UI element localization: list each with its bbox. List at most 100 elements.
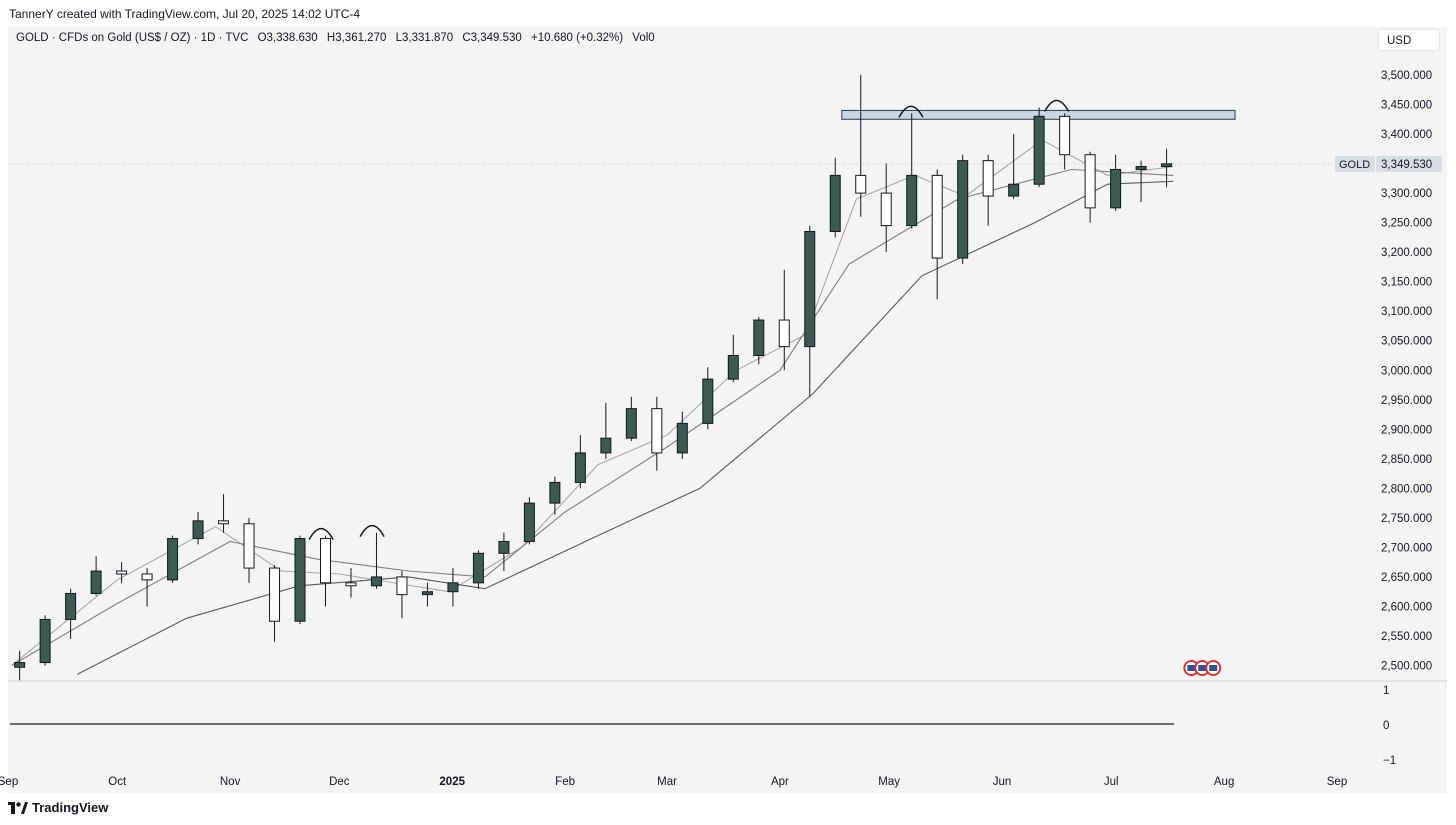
candle-body — [14, 662, 26, 668]
legend-high: H3,361.270 — [326, 32, 387, 44]
peak-arc-marker[interactable] — [1043, 99, 1070, 112]
candle-body — [651, 408, 663, 454]
legend-low: L3,331.870 — [395, 32, 454, 44]
candle-body — [141, 573, 153, 581]
tradingview-logo-icon — [8, 801, 28, 814]
candle-body — [447, 582, 459, 593]
moving-average-mid — [11, 168, 1174, 666]
price-tick-label: 3,500.000 — [1381, 70, 1432, 82]
candle-body — [1084, 154, 1096, 209]
candle-body — [600, 437, 612, 454]
candle-body — [116, 570, 128, 575]
candle-body — [957, 160, 969, 259]
candle-body — [498, 540, 510, 554]
candle-body — [1110, 168, 1122, 209]
flag-canton — [1198, 665, 1207, 671]
time-tick-label: May — [878, 776, 900, 788]
legend-close: C3,349.530 — [462, 32, 522, 44]
candle-body — [243, 523, 255, 569]
time-tick-label: Jul — [1104, 776, 1119, 788]
candle-body — [676, 422, 688, 454]
tradingview-logo[interactable]: TradingView — [8, 800, 108, 815]
candle-body — [167, 538, 179, 581]
legend-change: +10.680 (+0.32%) — [531, 32, 624, 44]
candle-body — [472, 552, 484, 584]
legend-volume: Vol0 — [632, 32, 655, 44]
flag-canton — [1209, 665, 1218, 671]
creator-line: TannerY created with TradingView.com, Ju… — [9, 7, 361, 21]
time-tick-label: Apr — [771, 776, 789, 788]
candle-body — [574, 452, 586, 483]
candle-body — [1008, 183, 1020, 197]
symbol-price-label: GOLD — [1339, 159, 1370, 171]
candle-body — [829, 174, 841, 232]
candle-body — [880, 192, 892, 227]
price-tick-label: 3,450.000 — [1381, 100, 1432, 112]
price-tick-label: 3,300.000 — [1381, 188, 1432, 200]
candle-body — [523, 502, 535, 542]
last-price-label: 3,349.530 — [1381, 159, 1432, 171]
indicator-tick-label: 1 — [1383, 685, 1389, 697]
last-price-label-bg — [1376, 155, 1442, 172]
price-tick-label: 3,200.000 — [1381, 247, 1432, 259]
indicator-tick-label: 0 — [1383, 720, 1389, 732]
time-tick-label: Aug — [1214, 776, 1234, 788]
time-tick-label: Sep — [0, 776, 18, 788]
candle-body — [345, 582, 357, 587]
price-tick-label: 3,150.000 — [1381, 277, 1432, 289]
currency-button[interactable]: USD — [1378, 29, 1440, 51]
candle-body — [294, 538, 306, 622]
candle-body — [982, 160, 994, 197]
moving-average-fast — [11, 139, 1174, 666]
peak-arc-marker[interactable] — [898, 105, 924, 118]
candle-body — [549, 481, 561, 504]
candle-body — [319, 538, 331, 584]
indicator-tick-label: −1 — [1383, 755, 1396, 767]
symbol-price-label-bg — [1335, 155, 1375, 172]
tradingview-wordmark: TradingView — [32, 800, 109, 815]
price-tick-label: 2,600.000 — [1381, 601, 1432, 613]
candle-body — [1135, 166, 1147, 170]
candle-body — [65, 592, 77, 620]
time-tick-label: Feb — [555, 776, 575, 788]
candle-body — [90, 570, 102, 594]
candle-body — [396, 576, 408, 596]
symbol-legend[interactable]: GOLD · CFDs on Gold (US$ / OZ) · 1D · TV… — [16, 32, 661, 44]
time-tick-label: Dec — [329, 776, 350, 788]
price-tick-label: 2,650.000 — [1381, 572, 1432, 584]
candle-body — [370, 576, 382, 587]
candle-body — [855, 174, 867, 194]
candle-body — [1033, 115, 1045, 185]
time-tick-label: Nov — [220, 776, 241, 788]
candle-body — [421, 591, 433, 596]
price-tick-label: 3,050.000 — [1381, 336, 1432, 348]
peak-arc-marker[interactable] — [359, 524, 385, 537]
price-tick-label: 3,000.000 — [1381, 365, 1432, 377]
legend-open: O3,338.630 — [257, 32, 318, 44]
candle-body — [192, 520, 204, 540]
candle-body — [778, 319, 790, 348]
candle-body — [39, 618, 51, 664]
candle-body — [753, 319, 765, 356]
price-tick-label: 2,750.000 — [1381, 513, 1432, 525]
candle-body — [269, 567, 281, 622]
candle-body — [727, 354, 739, 380]
candle-body — [625, 408, 637, 439]
candle-body — [1059, 115, 1071, 156]
price-tick-label: 2,500.000 — [1381, 661, 1432, 673]
time-tick-label: Oct — [108, 776, 127, 788]
flag-canton — [1187, 665, 1196, 671]
price-tick-label: 2,800.000 — [1381, 483, 1432, 495]
candle-body — [218, 520, 230, 525]
price-tick-label: 2,950.000 — [1381, 395, 1432, 407]
price-tick-label: 2,700.000 — [1381, 542, 1432, 554]
price-tick-label: 2,900.000 — [1381, 424, 1432, 436]
time-tick-label: Mar — [657, 776, 677, 788]
peak-arc-marker[interactable] — [308, 527, 334, 540]
candle-body — [804, 230, 816, 348]
price-tick-label: 3,400.000 — [1381, 129, 1432, 141]
time-tick-label: Sep — [1327, 776, 1347, 788]
legend-symbol[interactable]: GOLD · CFDs on Gold (US$ / OZ) · 1D · TV… — [16, 32, 249, 44]
candle-body — [1161, 163, 1173, 168]
